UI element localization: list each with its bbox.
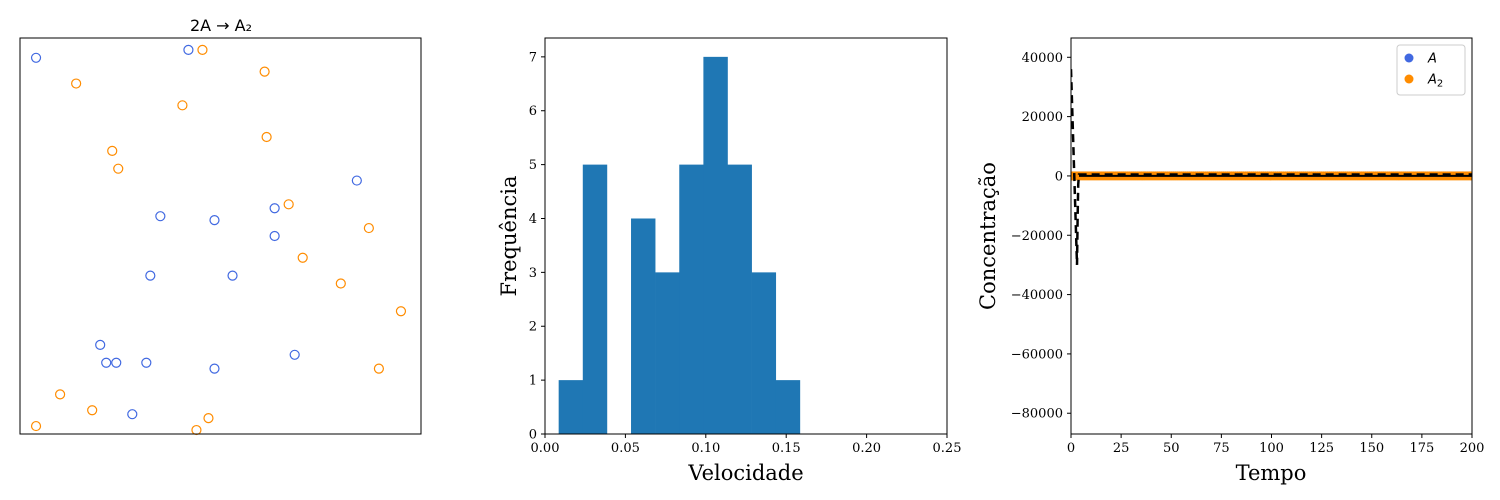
concentration-y-tick-0: −80000 (1011, 407, 1063, 422)
concentration-x-tick-8: 200 (1460, 441, 1485, 456)
histogram-bar-3 (631, 218, 656, 434)
particle-0-0 (30, 52, 42, 63)
histogram-x-tick-5: 0.25 (933, 441, 962, 456)
histogram-frame (544, 37, 948, 435)
particle-1-13 (54, 389, 66, 400)
dashed-concentration-line (1071, 69, 1472, 265)
histogram-y-label: Frequência (497, 176, 521, 297)
concentration-x-ticks: 0 25 50 75 100 125 150 175 200 (1067, 434, 1485, 456)
concentration-x-tick-2: 50 (1163, 441, 1180, 456)
particle-0-2 (351, 175, 362, 186)
particle-1-11 (395, 306, 407, 317)
histogram-x-tick-0: 0.00 (531, 441, 560, 456)
legend-marker-1 (1404, 74, 1414, 84)
concentration-frame (1070, 37, 1473, 435)
particles-title: 2A → A₂ (190, 16, 252, 35)
particle-1-17 (191, 424, 202, 436)
particle-0-15 (127, 409, 138, 420)
particle-1-16 (30, 420, 42, 432)
particle-1-0 (197, 44, 208, 55)
particle-0-14 (209, 363, 220, 374)
histogram-y-tick-2: 2 (529, 320, 537, 335)
histogram-bar-0 (558, 380, 584, 434)
concentration-x-tick-4: 100 (1259, 441, 1284, 456)
concentration-x-tick-7: 175 (1409, 441, 1434, 456)
histogram-panel: 0.00 0.05 0.10 0.15 0.20 0.25 0 1 2 3 4 5 6 7 Veloci… (497, 37, 962, 485)
histogram-y-tick-3: 3 (529, 266, 537, 281)
particle-0-10 (101, 357, 112, 368)
histogram-y-tick-0: 0 (529, 428, 537, 443)
particle-0-13 (289, 349, 300, 360)
histogram-x-tick-4: 0.20 (852, 441, 881, 456)
concentration-x-tick-6: 150 (1359, 441, 1384, 456)
particle-1-8 (363, 222, 374, 234)
particles-panel: 2A → A₂ (19, 16, 422, 436)
histogram-x-tick-2: 0.10 (691, 441, 720, 456)
particle-0-12 (141, 357, 152, 368)
particle-1-14 (87, 405, 98, 416)
histogram-y-ticks: 0 1 2 3 4 5 6 7 (529, 50, 545, 443)
legend-box (1396, 44, 1466, 96)
particle-0-1 (183, 44, 194, 55)
concentration-x-tick-1: 25 (1113, 441, 1130, 456)
particle-1-10 (335, 278, 346, 289)
concentration-y-ticks: −80000 −60000 −40000 −20000 0 20000 40000 (1011, 51, 1071, 422)
particle-points (30, 44, 407, 436)
histogram-bar-1 (582, 164, 608, 434)
histogram-bar-7 (727, 164, 752, 434)
concentration-y-tick-6: 40000 (1022, 51, 1063, 66)
histogram-y-tick-1: 1 (529, 374, 537, 389)
concentration-x-tick-5: 125 (1309, 441, 1334, 456)
histogram-bar-6 (703, 56, 728, 434)
histogram-bar-5 (679, 164, 704, 434)
particle-1-1 (259, 66, 270, 77)
particle-1-4 (261, 131, 272, 143)
particle-0-3 (155, 211, 166, 222)
particle-0-11 (111, 357, 122, 368)
concentration-y-label: Concentração (976, 162, 1000, 310)
histogram-bar-4 (655, 272, 680, 434)
particle-1-12 (373, 363, 384, 374)
particle-1-6 (113, 163, 124, 174)
particle-1-15 (203, 413, 214, 424)
histogram-y-tick-6: 6 (529, 104, 537, 119)
concentration-y-tick-1: −60000 (1011, 347, 1063, 362)
particle-1-3 (177, 100, 188, 111)
particle-0-9 (95, 339, 106, 350)
concentration-plot-area (1071, 69, 1472, 265)
histogram-y-tick-7: 7 (529, 50, 537, 65)
particle-0-5 (269, 203, 280, 214)
concentration-y-tick-2: −40000 (1011, 288, 1063, 303)
particle-0-7 (145, 270, 156, 281)
histogram-x-tick-3: 0.15 (772, 441, 801, 456)
particle-1-9 (297, 252, 308, 263)
histogram-x-tick-1: 0.05 (611, 441, 640, 456)
particle-1-7 (283, 199, 294, 210)
legend: AA2 (1396, 44, 1466, 96)
histogram-y-tick-4: 4 (529, 212, 537, 227)
concentration-x-label: Tempo (1236, 461, 1307, 485)
particle-1-2 (71, 78, 82, 89)
concentration-panel: 0 25 50 75 100 125 150 175 200 −80000 −60000 −4000… (976, 37, 1485, 485)
particle-0-8 (227, 270, 238, 281)
concentration-x-tick-3: 75 (1213, 441, 1230, 456)
histogram-bar-9 (775, 380, 801, 434)
particle-0-4 (209, 215, 220, 226)
histogram-bars (558, 56, 801, 434)
histogram-y-tick-5: 5 (529, 158, 537, 173)
legend-marker-0 (1404, 53, 1414, 63)
histogram-x-ticks: 0.00 0.05 0.10 0.15 0.20 0.25 (531, 434, 962, 456)
concentration-y-tick-4: 0 (1055, 169, 1063, 184)
particles-frame (19, 37, 422, 435)
legend-label-0: A (1427, 52, 1437, 67)
histogram-bar-8 (751, 272, 777, 434)
concentration-y-tick-3: −20000 (1011, 229, 1063, 244)
particle-1-5 (107, 145, 118, 156)
concentration-x-tick-0: 0 (1067, 441, 1075, 456)
particle-0-6 (269, 230, 280, 242)
histogram-x-label: Velocidade (687, 461, 803, 485)
concentration-y-tick-5: 20000 (1022, 110, 1063, 125)
